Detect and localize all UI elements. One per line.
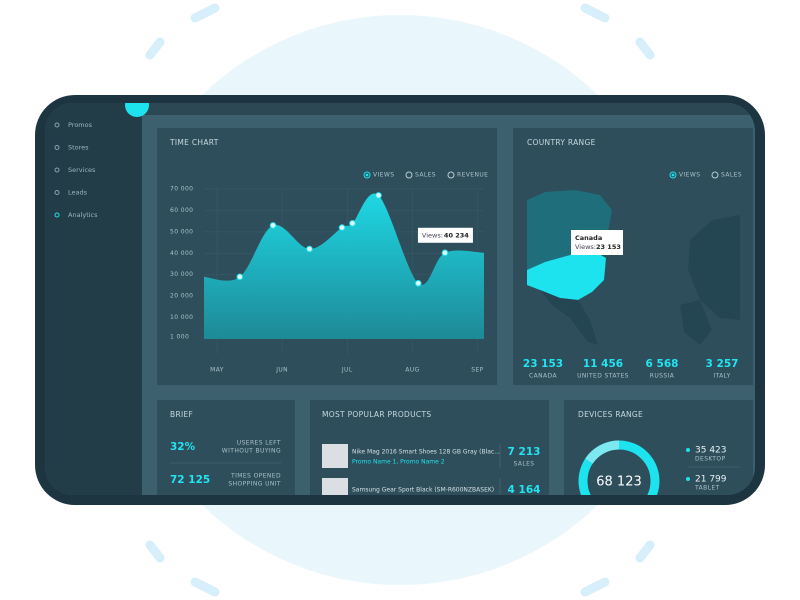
stat-value: 11 456 <box>583 358 623 370</box>
y-tick-label: 40 000 <box>170 250 193 257</box>
panel <box>310 400 549 495</box>
x-tick-label: SEP <box>471 367 483 374</box>
point <box>375 192 382 199</box>
nav-item[interactable]: Analytics <box>68 211 98 219</box>
tooltip-label: Views: <box>422 231 443 239</box>
x-tick-label: MAY <box>210 367 224 374</box>
product-value: 4 164 <box>508 484 541 496</box>
product-value: 7 213 <box>508 446 541 458</box>
topbar <box>142 103 755 115</box>
radio[interactable] <box>711 171 719 179</box>
radio[interactable] <box>447 171 455 179</box>
menu-button[interactable] <box>125 93 149 117</box>
bullet <box>686 448 690 452</box>
nav-item[interactable]: Services <box>68 166 96 174</box>
point <box>306 245 313 253</box>
device-label: TABLET <box>694 485 720 492</box>
panel-title: COUNTRY RANGE <box>527 138 596 147</box>
product-name: Samsung Gear Sport Black (SM-R600NZBASEK… <box>352 487 494 494</box>
screen: Promos Stores Services Leads Analytics TIME … <box>45 93 755 496</box>
tooltip-value: 23 153 <box>596 243 621 251</box>
radio[interactable] <box>405 171 413 179</box>
y-tick-label: 30 000 <box>170 271 193 278</box>
device-value: 35 423 <box>695 446 727 456</box>
point <box>349 219 356 227</box>
stat-label: RUSSIA <box>650 373 675 380</box>
legend-label: VIEWS <box>679 172 700 179</box>
tooltip-value: 40 234 <box>444 231 469 239</box>
stat-value: 6 568 <box>646 358 679 370</box>
brief-value: 72 125 <box>170 474 210 486</box>
brief-value: 32% <box>170 441 196 453</box>
point <box>269 222 277 229</box>
nav-item[interactable]: Stores <box>68 144 89 152</box>
sidebar <box>45 103 142 495</box>
radio[interactable] <box>363 171 371 179</box>
device-value: 21 799 <box>695 475 727 485</box>
stat-label: UNITED STATES <box>577 373 629 380</box>
point <box>338 224 346 231</box>
panel <box>157 400 295 495</box>
nav-item[interactable]: Promos <box>68 121 93 129</box>
area <box>204 193 484 339</box>
map-tooltip <box>571 230 623 255</box>
panel-title: MOST POPULAR PRODUCTS <box>322 410 431 419</box>
y-tick-label: 60 000 <box>170 207 193 214</box>
world-map <box>527 190 740 345</box>
donut-segment <box>585 440 620 464</box>
point <box>236 273 244 281</box>
x-tick-label: AUG <box>405 367 419 374</box>
brief-label: USERES LEFT <box>237 440 281 447</box>
point <box>441 249 449 257</box>
nav-item[interactable]: Leads <box>68 189 88 197</box>
stat-value: 3 257 <box>706 358 739 370</box>
tooltip-label: Views: <box>575 243 596 251</box>
panel-title: TIME CHART <box>169 138 219 147</box>
y-tick-label: 10 000 <box>170 314 193 321</box>
legend-label: VIEWS <box>373 172 394 179</box>
panel-title: BRIEF <box>170 410 193 419</box>
point <box>414 279 422 287</box>
stat-value: 23 153 <box>523 358 563 370</box>
bullet <box>686 477 690 481</box>
radio-dot <box>671 173 675 177</box>
tooltip <box>417 227 473 243</box>
y-tick-label: 1 000 <box>170 333 189 340</box>
product-thumb <box>322 478 348 495</box>
stat-label: ITALY <box>713 373 730 380</box>
panel-title: DEVICES RANGE <box>578 410 643 419</box>
y-tick-label: 50 000 <box>170 228 193 235</box>
x-tick-label: JUN <box>275 367 288 374</box>
product-promos: Promo Name 1, Promo Name 2 <box>352 459 445 466</box>
nav-icon <box>54 122 60 128</box>
y-tick-label: 70 000 <box>170 186 193 193</box>
radio-dot <box>365 173 369 177</box>
brief-label: TIMES OPENED <box>230 473 281 480</box>
nav-icon <box>54 145 60 150</box>
x-tick-label: JUL <box>341 367 353 374</box>
legend-label: REVENUE <box>457 172 488 179</box>
tooltip-country: Canada <box>575 234 602 242</box>
nav-icon <box>54 212 60 218</box>
device-label: DESKTOP <box>695 456 726 463</box>
donut-total: 68 123 <box>596 475 642 490</box>
product-name: Nike Mag 2016 Smart Shoes 128 GB Gray (B… <box>352 449 500 456</box>
y-tick-label: 20 000 <box>170 293 193 300</box>
nav-icon <box>54 190 60 195</box>
radio[interactable] <box>669 171 677 179</box>
product-unit: SALES <box>514 461 535 468</box>
nav-icon <box>54 167 60 173</box>
brief-label: SHOPPING UNIT <box>228 481 281 488</box>
legend-label: SALES <box>721 172 742 179</box>
product-thumb <box>322 444 348 468</box>
brief-label: WITHOUT BUYING <box>222 448 281 455</box>
stat-label: CANADA <box>529 373 557 380</box>
legend-label: SALES <box>415 172 436 179</box>
